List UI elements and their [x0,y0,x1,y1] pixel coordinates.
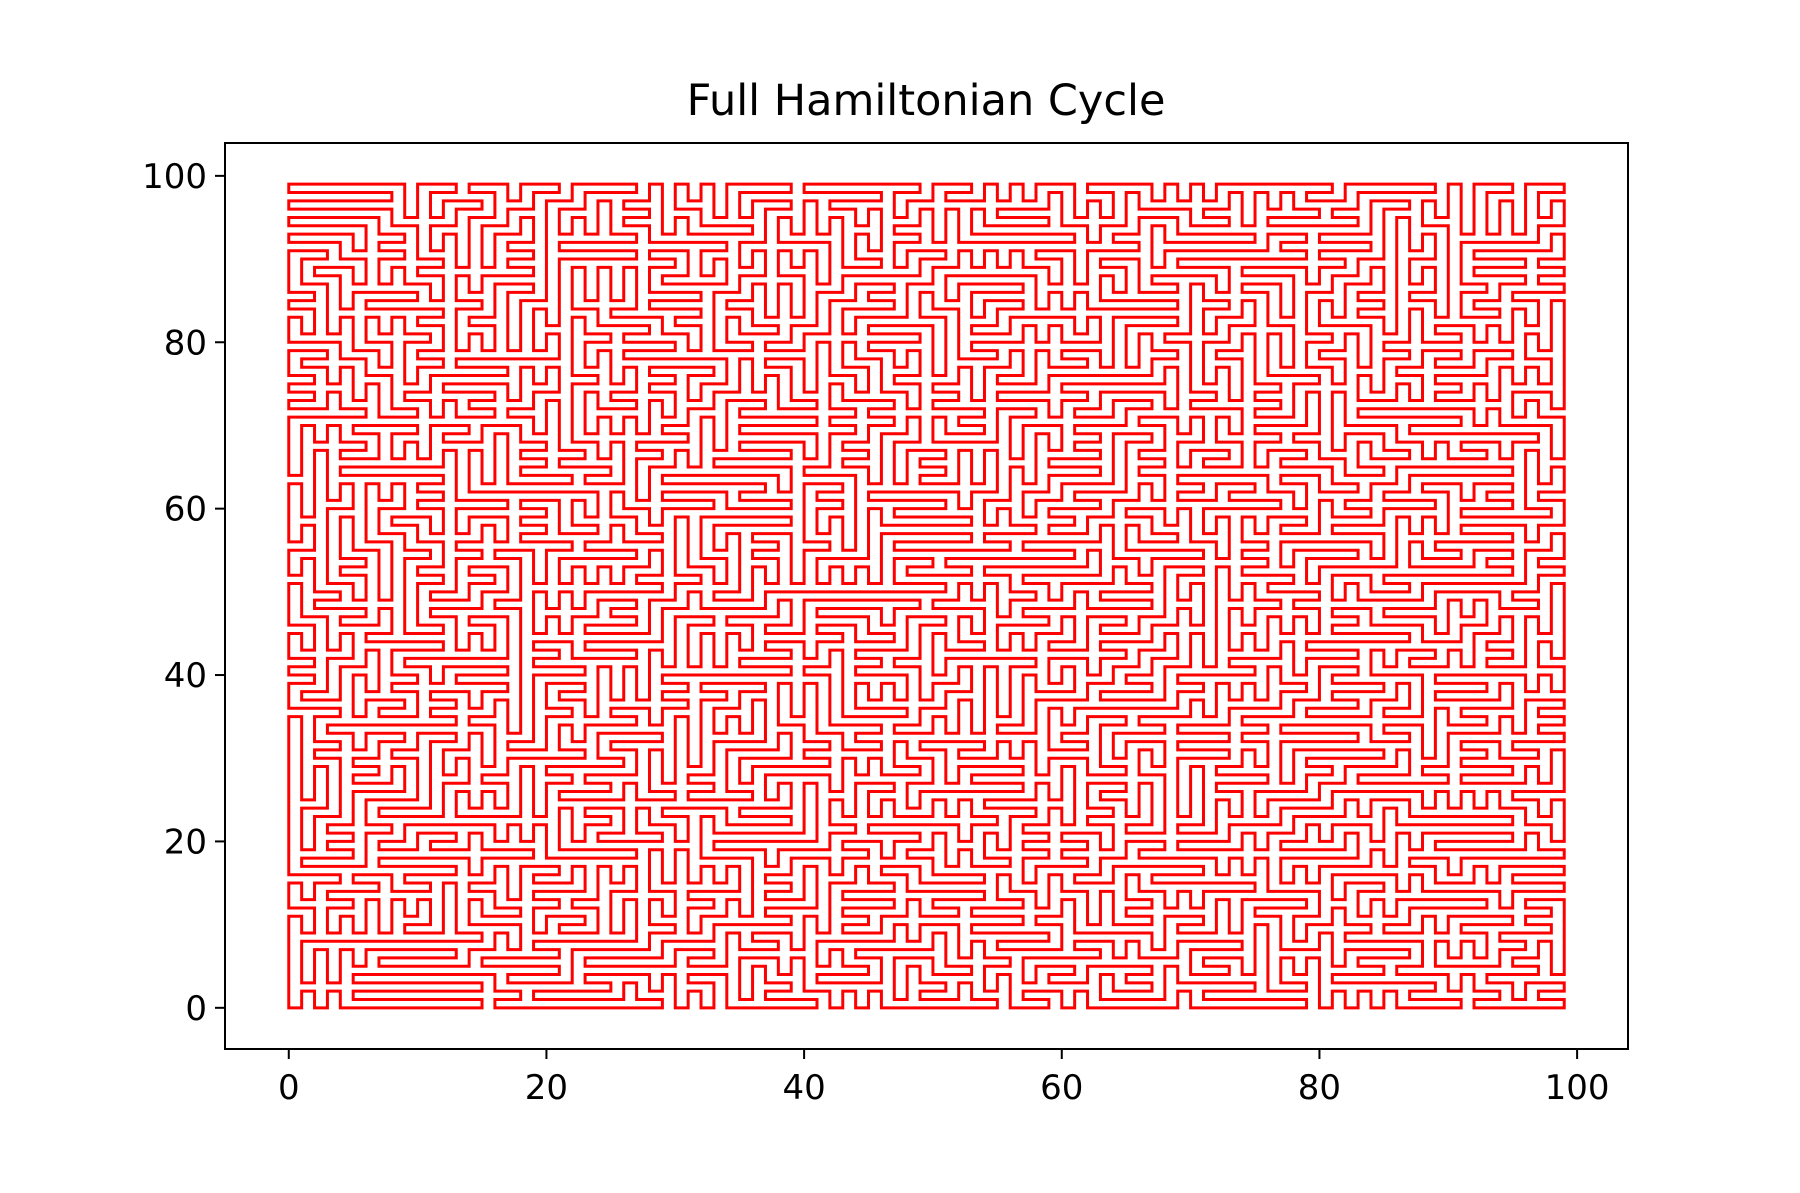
chart-title: Full Hamiltonian Cycle [687,76,1166,126]
x-tick-label: 80 [1298,1068,1341,1108]
y-tick-label: 100 [142,157,207,197]
x-tick-label: 100 [1545,1068,1610,1108]
hamiltonian-cycle-line [287,182,1566,1010]
x-tick-label: 0 [278,1068,300,1108]
axes-frame [224,142,1629,1050]
x-axis: 0 20 40 60 80 100 [278,1049,1610,1108]
y-axis: 0 20 40 60 80 100 [142,157,225,1029]
y-tick-label: 40 [164,656,207,696]
y-tick-label: 80 [164,323,207,363]
plot-area [287,182,1566,1010]
x-tick-label: 60 [1040,1068,1083,1108]
x-tick-label: 40 [782,1068,825,1108]
y-tick-label: 0 [185,989,207,1029]
y-tick-label: 20 [164,822,207,862]
y-tick-label: 60 [164,490,207,530]
x-tick-label: 20 [525,1068,568,1108]
